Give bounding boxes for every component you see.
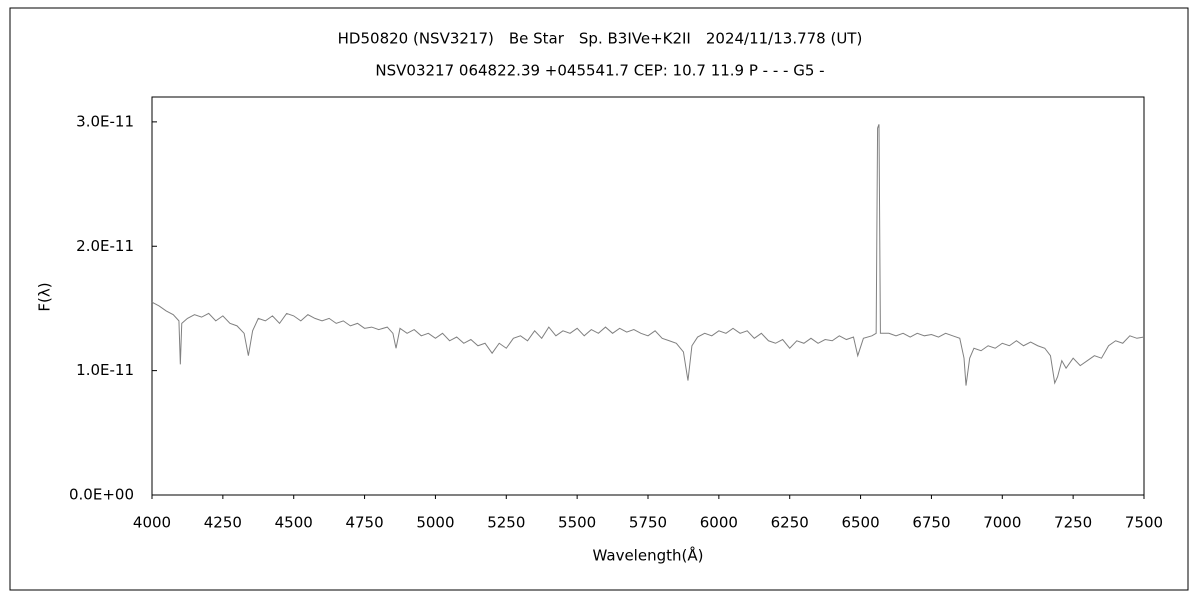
x-tick-label: 6500	[841, 514, 879, 532]
x-tick-label: 4750	[345, 514, 383, 532]
x-tick-label: 4000	[133, 514, 171, 532]
x-tick-label: 5750	[629, 514, 667, 532]
y-tick-label: 2.0E-11	[76, 237, 134, 255]
x-tick-label: 7250	[1054, 514, 1092, 532]
y-axis-label: F(λ)	[36, 282, 54, 311]
x-tick-label: 6250	[771, 514, 809, 532]
y-tick-label: 0.0E+00	[69, 486, 134, 504]
y-tick-label: 1.0E-11	[76, 361, 134, 379]
y-tick-label: 3.0E-11	[76, 112, 134, 130]
x-tick-label: 5250	[487, 514, 525, 532]
x-tick-label: 7000	[983, 514, 1021, 532]
chart-subtitle: NSV03217 064822.39 +045541.7 CEP: 10.7 1…	[375, 62, 824, 80]
x-tick-label: 7500	[1125, 514, 1163, 532]
x-tick-label: 4500	[275, 514, 313, 532]
x-tick-label: 6000	[700, 514, 738, 532]
x-tick-label: 5000	[416, 514, 454, 532]
x-tick-label: 5500	[558, 514, 596, 532]
spectrum-line	[151, 124, 1145, 386]
chart-title: HD50820 (NSV3217) Be Star Sp. B3IVe+K2II…	[338, 30, 863, 48]
outer-frame	[9, 7, 1189, 591]
x-tick-label: 4250	[204, 514, 242, 532]
x-tick-label: 6750	[912, 514, 950, 532]
plot-frame	[151, 96, 1145, 496]
x-axis-label: Wavelength(Å)	[593, 546, 704, 565]
